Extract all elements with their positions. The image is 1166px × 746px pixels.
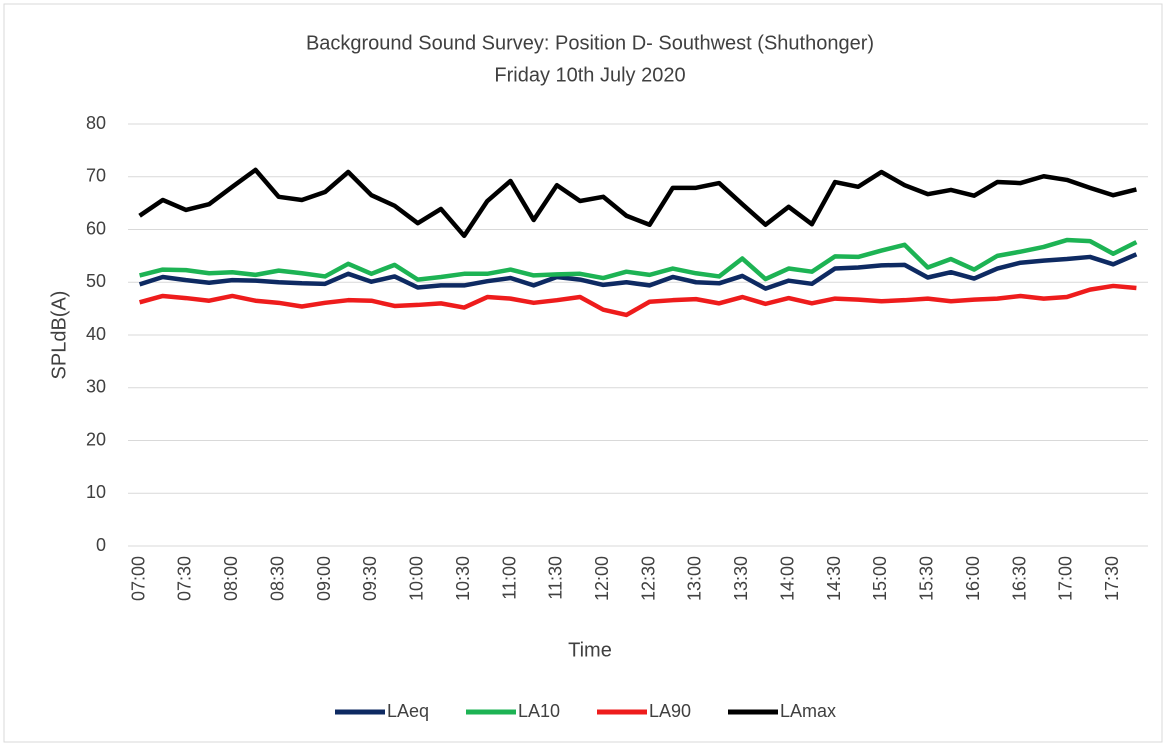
y-tick-label: 30 <box>86 377 106 397</box>
x-tick-label: 13:30 <box>731 556 751 601</box>
x-tick-label: 08:30 <box>267 556 287 601</box>
legend-label: LA90 <box>649 701 691 721</box>
x-tick-label: 09:00 <box>314 556 334 601</box>
x-tick-label: 15:30 <box>917 556 937 601</box>
legend-label: LAeq <box>387 701 429 721</box>
y-tick-label: 0 <box>96 535 106 555</box>
chart-subtitle: Friday 10th July 2020 <box>494 64 685 86</box>
x-tick-label: 13:00 <box>685 556 705 601</box>
series-line <box>138 167 1137 239</box>
x-tick-label: 15:00 <box>870 556 890 601</box>
y-tick-label: 50 <box>86 271 106 291</box>
y-tick-label: 20 <box>86 429 106 449</box>
y-tick-label: 80 <box>86 113 106 133</box>
x-tick-label: 11:30 <box>546 556 566 600</box>
x-tick-label: 10:00 <box>407 556 427 601</box>
x-tick-label: 16:00 <box>963 556 983 601</box>
y-tick-label: 70 <box>86 166 106 186</box>
x-tick-label: 07:00 <box>128 556 148 601</box>
x-tick-label: 14:00 <box>777 556 797 601</box>
chart-border <box>3 3 1163 743</box>
y-tick-label: 60 <box>86 218 106 238</box>
y-tick-label: 40 <box>86 324 106 344</box>
y-tick-label: 10 <box>86 482 106 502</box>
x-tick-label: 08:00 <box>221 556 241 601</box>
series-line <box>139 237 1138 282</box>
x-tick-label: 17:30 <box>1102 556 1122 601</box>
series-line <box>138 283 1137 318</box>
chart-title: Background Sound Survey: Position D- Sou… <box>306 32 874 54</box>
x-tick-label: 16:30 <box>1009 556 1029 601</box>
series-line <box>138 252 1138 291</box>
x-tick-label: 11:00 <box>499 556 519 600</box>
x-axis-title: Time <box>568 639 612 661</box>
x-tick-label: 12:30 <box>638 556 658 601</box>
x-tick-label: 09:30 <box>360 556 380 601</box>
legend-label: LAmax <box>780 701 836 721</box>
x-tick-label: 17:00 <box>1056 556 1076 601</box>
x-tick-label: 07:30 <box>175 556 195 601</box>
x-tick-label: 10:30 <box>453 556 473 601</box>
legend-label: LA10 <box>518 701 560 721</box>
x-tick-label: 14:30 <box>824 556 844 601</box>
y-axis-title: SPLdB(A) <box>48 291 70 380</box>
x-tick-label: 12:00 <box>592 556 612 601</box>
